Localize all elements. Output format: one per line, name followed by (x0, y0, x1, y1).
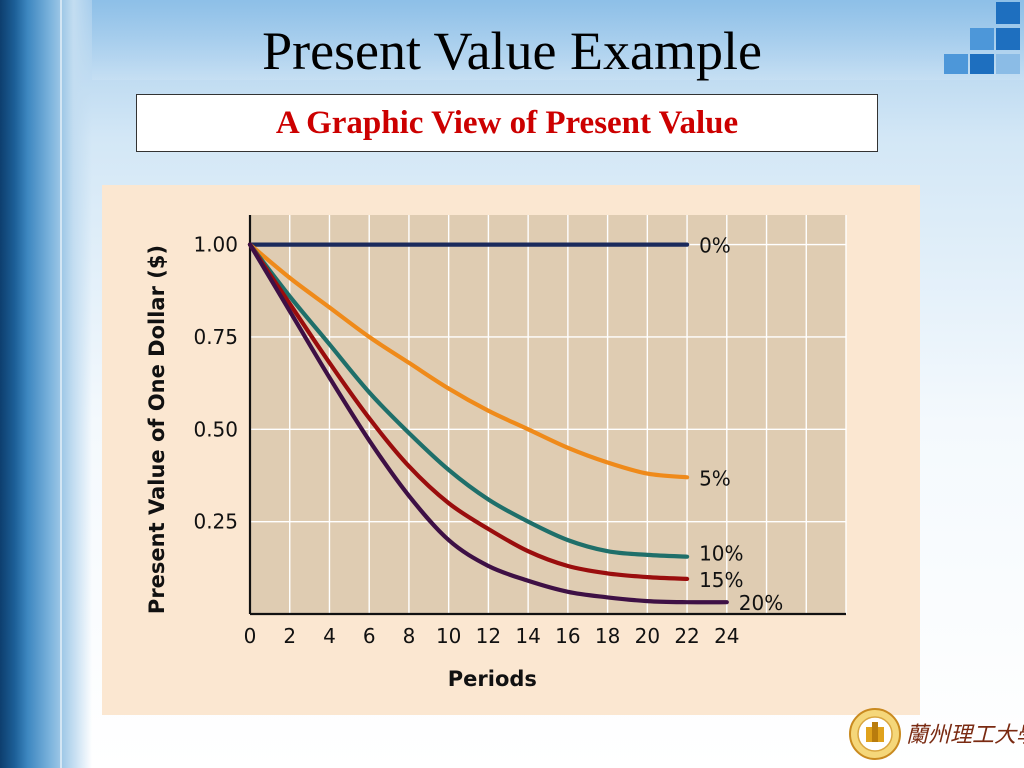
y-tick-label: 0.25 (193, 510, 238, 534)
y-tick-label: 0.75 (193, 325, 238, 349)
decorative-squares (934, 0, 1024, 80)
present-value-chart: 0.250.500.751.000 2 4 6 8 10 12 14 16 18 20 22 24Per… (145, 215, 847, 691)
deco-square (996, 2, 1020, 24)
top-banner (92, 0, 1024, 80)
x-tick-label: 18 (595, 624, 620, 648)
series-line-15pct (247, 242, 690, 581)
x-tick-label: 6 (363, 624, 376, 648)
logo-tower (872, 722, 878, 742)
y-axis-title: Present Value of One Dollar ($) (145, 245, 169, 614)
series-label-10pct: 10% (699, 542, 743, 566)
series-line-10pct (247, 242, 690, 559)
x-tick-label: 20 (635, 624, 660, 648)
y-tick-label: 0.50 (193, 417, 238, 441)
deco-square (996, 28, 1020, 50)
logo-text: 蘭州理工大學 (906, 723, 1024, 748)
series-label-5pct: 5% (699, 466, 731, 490)
left-bar-highlight (60, 0, 62, 768)
slide-title: Present Value Example (262, 21, 762, 81)
deco-square (970, 54, 994, 74)
left-decorative-bar (0, 0, 92, 768)
deco-square (996, 54, 1020, 74)
chart-panel: 0.25 0.50 0.75 1.00 0 2 4 6 8 10 12 14 16 18 20 22 24 Per… (102, 185, 920, 715)
x-tick-label: 12 (476, 624, 501, 648)
subtitle-box: A Graphic View of Present Value (136, 94, 878, 152)
series-label-15pct: 15% (699, 568, 743, 592)
series-line-5pct (247, 242, 690, 480)
x-tick-label: 10 (436, 624, 461, 648)
x-tick-label: 22 (674, 624, 699, 648)
x-tick-label: 0 (244, 624, 257, 648)
series-line-20pct (247, 242, 729, 605)
series-label-0pct: 0% (699, 234, 731, 258)
x-axis-title: Periods (448, 667, 537, 691)
series-label-20pct: 20% (739, 591, 783, 615)
x-tick-label: 8 (403, 624, 416, 648)
x-tick-label: 4 (323, 624, 336, 648)
plot-area (250, 215, 846, 614)
x-tick-label: 16 (555, 624, 580, 648)
deco-square (970, 28, 994, 50)
x-tick-label: 24 (714, 624, 739, 648)
x-tick-label: 2 (283, 624, 296, 648)
university-logo: 蘭州理工大學 (849, 708, 1024, 760)
deco-square (944, 54, 968, 74)
y-tick-label: 1.00 (193, 233, 238, 257)
x-tick-label: 14 (515, 624, 540, 648)
subtitle-text: A Graphic View of Present Value (275, 104, 739, 141)
